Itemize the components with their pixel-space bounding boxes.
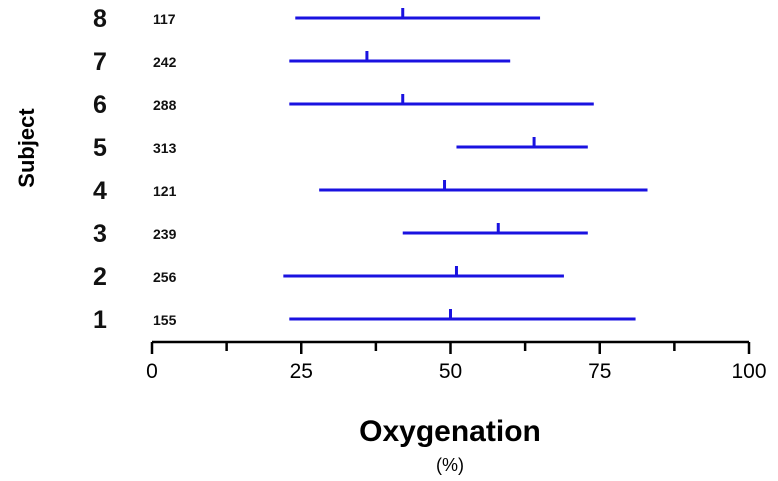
y-axis-title: Subject [14, 108, 39, 188]
x-axis-unit: (%) [436, 455, 464, 475]
subject-label: 5 [93, 134, 107, 162]
x-tick-label: 75 [588, 360, 611, 383]
subject-label: 8 [93, 5, 107, 33]
subject-label: 6 [93, 91, 107, 119]
subject-row: 4 121 [93, 177, 648, 205]
sample-count-label: 313 [153, 140, 177, 156]
sample-count-label: 239 [153, 226, 177, 242]
x-tick-label: 100 [731, 360, 766, 383]
subject-label: 7 [93, 48, 107, 76]
sample-count-label: 256 [153, 269, 177, 285]
x-axis-title: Oxygenation [359, 415, 541, 448]
subject-rows: 1 155 2 256 3 239 4 121 5 313 6 288 7 242 8 117 [93, 5, 648, 334]
subject-row: 2 256 [93, 263, 564, 291]
x-tick-label: 25 [290, 360, 313, 383]
subject-label: 3 [93, 220, 107, 248]
subject-row: 6 288 [93, 91, 594, 119]
sample-count-label: 155 [153, 312, 177, 328]
x-tick-label: 0 [146, 360, 158, 383]
subject-label: 1 [93, 306, 107, 334]
sample-count-label: 242 [153, 54, 177, 70]
subject-label: 2 [93, 263, 107, 291]
subject-row: 8 117 [93, 5, 541, 33]
sample-count-label: 117 [153, 11, 176, 27]
sample-count-label: 121 [153, 183, 177, 199]
subject-row: 3 239 [93, 220, 588, 248]
subject-row: 7 242 [93, 48, 511, 76]
x-axis: 0 25 50 75 100 [146, 340, 767, 383]
subject-label: 4 [93, 177, 107, 205]
sample-count-label: 288 [153, 97, 177, 113]
subject-row: 5 313 [93, 134, 588, 162]
x-axis-ticks: 0 25 50 75 100 [146, 342, 767, 383]
subject-row: 1 155 [93, 306, 636, 334]
x-tick-label: 50 [439, 360, 462, 383]
